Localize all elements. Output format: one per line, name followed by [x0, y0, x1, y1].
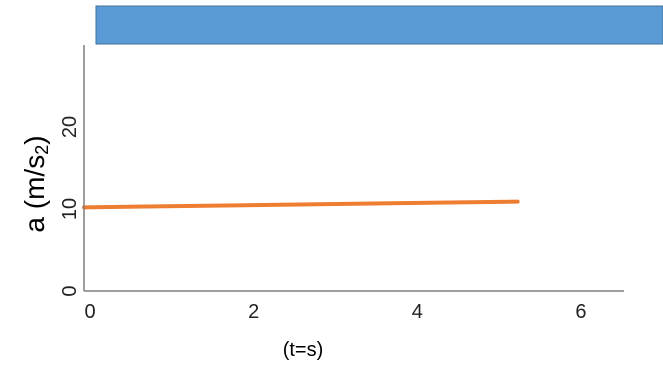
- plot-area: [82, 199, 520, 210]
- series-line: [82, 199, 520, 210]
- x-tick-label: 2: [248, 301, 259, 323]
- x-tick-label: 0: [84, 301, 95, 323]
- x-tick-label: 6: [575, 301, 586, 323]
- y-tick-label: 0: [59, 285, 81, 296]
- y-axis-label: a (m/s2): [19, 135, 52, 232]
- y-axis-label-sub: 2: [32, 145, 52, 155]
- y-tick-label: 10: [59, 198, 81, 220]
- y-tick-labels: 0 10 20: [59, 116, 81, 297]
- y-tick-label: 20: [59, 116, 81, 138]
- x-tick-labels: 0 2 4 6: [84, 301, 586, 323]
- x-axis-label: (t=s): [283, 339, 324, 361]
- y-axis-label-close: ): [19, 135, 50, 144]
- x-tick-label: 4: [412, 301, 423, 323]
- top-blue-bar: [95, 5, 663, 45]
- y-axis-label-main: a (m/s: [19, 155, 50, 233]
